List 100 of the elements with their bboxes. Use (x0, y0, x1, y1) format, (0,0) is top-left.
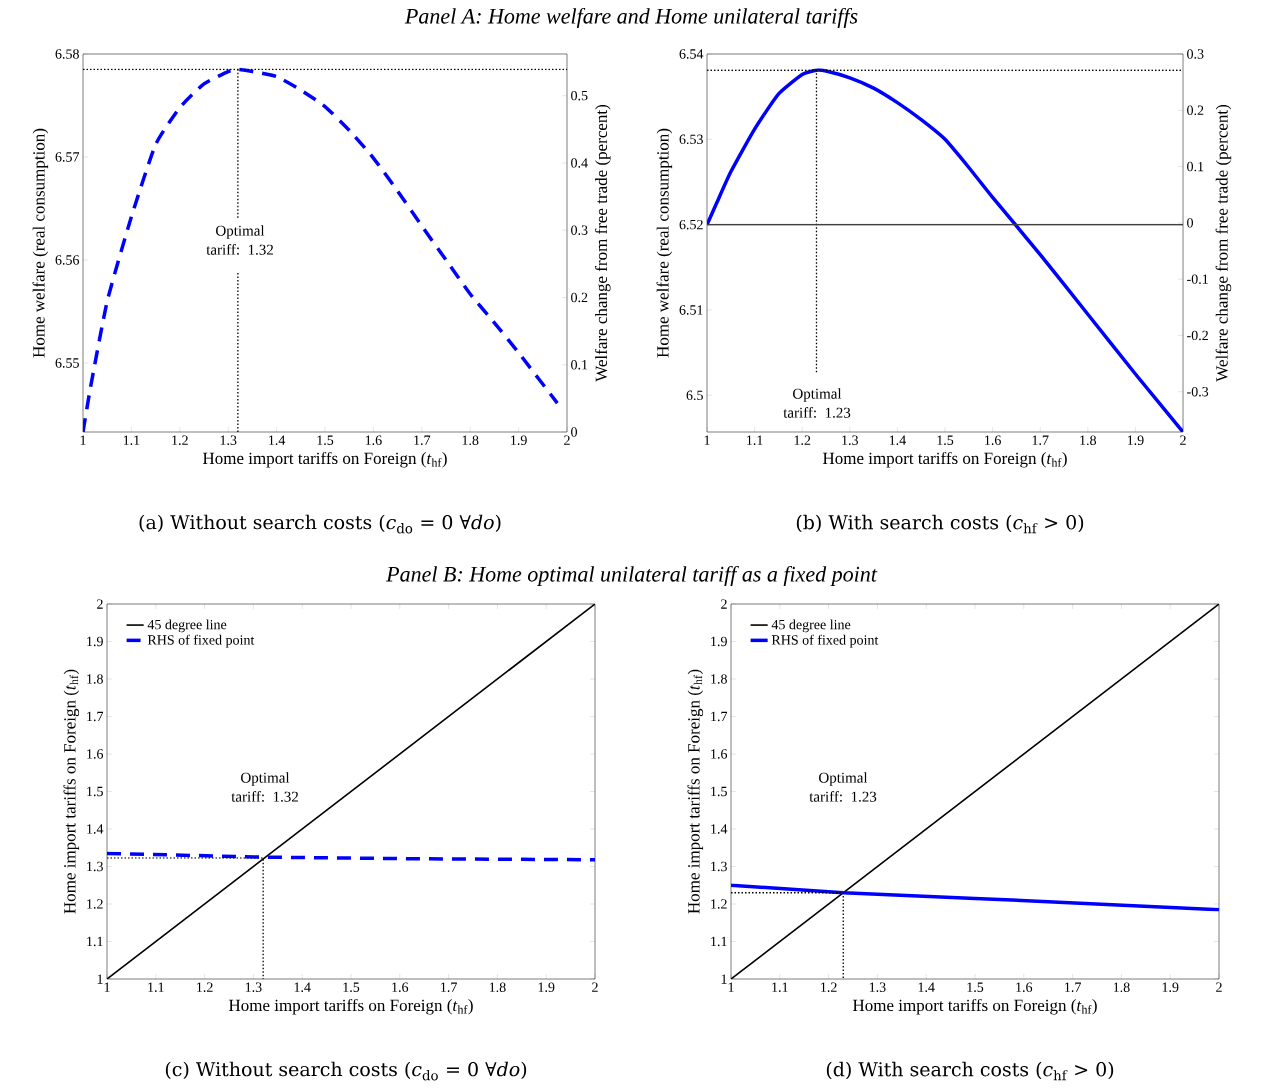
legend-label: RHS of fixed point (147, 634, 255, 648)
y-axis-title: Home welfare (real consumption) (656, 128, 673, 358)
text: Panel A: Home welfare and Home unilateral tariffs (404, 7, 858, 29)
x-tick-label: 1.5 (967, 982, 984, 992)
y-tick-label: 6.55 (55, 358, 79, 368)
y-tick-label: 6.53 (679, 134, 703, 145)
y-tick-label: 2 (97, 599, 103, 609)
x-tick-label: 1.2 (197, 982, 213, 993)
x-tick-label: 1.9 (1162, 982, 1179, 993)
y-tick-label: 6.51 (679, 305, 703, 315)
x-tick-label: 1.4 (918, 982, 935, 992)
x-axis-title: Home import tariffs on Foreign (t$_{hf}$) (202, 451, 447, 468)
x-tick-label: 1.9 (511, 435, 527, 446)
x-tick-label: 1.6 (392, 982, 409, 993)
y-tick-label: 1 (721, 974, 727, 984)
y2-tick-label: 0.1 (1187, 161, 1204, 172)
y-tick-label: 1.9 (87, 636, 103, 647)
y-tick-label: 6.56 (55, 255, 80, 265)
y2-tick-label: 0 (571, 427, 578, 437)
annotation: Optimal tariff: 1.32 (206, 225, 273, 255)
x-tick-label: 1.5 (317, 435, 334, 445)
y-tick-label: 1.9 (711, 636, 727, 647)
x-tick-label: 1.7 (1065, 982, 1081, 992)
y2-tick-label: 0.2 (1187, 105, 1204, 116)
x-tick-label: 1.1 (148, 982, 164, 992)
y-tick-label: 1.8 (711, 674, 727, 684)
x-tick-label: 1.6 (1016, 982, 1033, 993)
x-tick-label: 1.1 (123, 435, 140, 445)
y2-tick-label: 0.1 (571, 359, 588, 370)
text: (d) With search costs (c$_{hf}$ > 0) (826, 1061, 1114, 1081)
y-tick-label: 1.6 (87, 749, 104, 759)
y2-tick-label: 0.3 (1187, 49, 1204, 59)
y-tick-label: 1.3 (87, 861, 103, 872)
text: (c) Without search costs (c$_{do}$ = 0 ∀do) (165, 1061, 527, 1081)
x-tick-label: 1.7 (414, 435, 431, 445)
y2-tick-label: -0.1 (1187, 274, 1208, 284)
x-tick-label: 1.2 (172, 435, 188, 446)
x-tick-label: 1.6 (365, 435, 382, 446)
x-tick-label: 1.4 (889, 435, 906, 445)
x-tick-label: 1.9 (538, 982, 555, 993)
legend-label: 45 degree line (147, 619, 227, 633)
y-tick-label: 6.5 (686, 390, 703, 401)
x-tick-label: 1.3 (869, 982, 886, 993)
x-tick-label: 1.1 (772, 982, 788, 992)
x-tick-label: 1.2 (794, 435, 811, 446)
x-tick-label: 2 (1216, 982, 1222, 992)
y-tick-label: 6.52 (679, 219, 703, 230)
x-axis-title: Home import tariffs on Foreign (t$_{hf}$) (852, 998, 1097, 1015)
y2-tick-label: -0.3 (1187, 386, 1209, 397)
x-tick-label: 1.6 (985, 435, 1001, 446)
y-tick-label: 6.54 (679, 49, 704, 59)
y-tick-label: 1.5 (87, 786, 103, 797)
y-tick-label: 1.8 (87, 674, 103, 684)
y2-tick-label: 0.3 (571, 225, 588, 235)
x-tick-label: 1.8 (462, 435, 479, 446)
y-tick-label: 1.7 (87, 711, 104, 722)
y-tick-label: 1 (97, 974, 103, 984)
y2-axis-title: Welfare change from free trade (percent) (594, 104, 611, 382)
x-tick-label: 1.1 (747, 435, 763, 445)
y-tick-label: 1.1 (711, 936, 727, 947)
x-tick-label: 1.3 (245, 982, 262, 993)
y-tick-label: 1.5 (711, 786, 727, 797)
y2-tick-label: -0.2 (1187, 330, 1208, 341)
x-tick-label: 1.4 (294, 982, 311, 992)
x-tick-label: 1.8 (489, 982, 506, 993)
y-tick-label: 1.4 (711, 824, 728, 834)
y-tick-label: 6.57 (55, 152, 80, 162)
x-tick-label: 1.5 (343, 982, 360, 992)
y2-tick-label: 0.5 (571, 90, 588, 101)
y2-tick-label: 0 (1187, 218, 1194, 228)
y2-tick-label: 0.4 (571, 158, 588, 168)
x-tick-label: 1 (704, 435, 710, 445)
x-axis-title: Home import tariffs on Foreign (t$_{hf}$) (228, 998, 473, 1015)
legend-label: RHS of fixed point (771, 634, 879, 648)
x-tick-label: 1.3 (220, 435, 237, 446)
x-tick-label: 1.7 (441, 982, 457, 992)
y-axis-title: Home import tariffs on Foreign (t$_{hf}$) (63, 669, 80, 914)
legend-label: 45 degree line (771, 619, 851, 633)
chart-title: Panel B: Home optimal unilateral tariff as a fixed point (386, 565, 878, 587)
y-axis-title: Home import tariffs on Foreign (t$_{hf}$) (687, 669, 704, 914)
x-tick-label: 1.2 (821, 982, 837, 993)
y-tick-label: 1.4 (87, 824, 104, 834)
x-axis-title: Home import tariffs on Foreign (t$_{hf}$) (822, 451, 1067, 468)
y-tick-label: 6.58 (55, 49, 79, 59)
text: (a) Without search costs (c$_{do}$ = 0 ∀do) (139, 514, 501, 534)
x-tick-label: 2 (592, 982, 598, 992)
text: (b) With search costs (c$_{hf}$ > 0) (796, 514, 1084, 534)
x-tick-label: 2 (564, 435, 570, 445)
x-tick-label: 1.8 (1113, 982, 1130, 993)
annotation: Optimal tariff: 1.32 (231, 772, 298, 802)
x-tick-label: 1.4 (269, 435, 286, 445)
y2-tick-label: 0.2 (571, 292, 588, 303)
y-axis-title: Home welfare (real consumption) (32, 128, 49, 358)
x-tick-label: 1.8 (1080, 435, 1097, 446)
x-tick-label: 1.7 (1032, 435, 1049, 445)
x-tick-label: 1.9 (1127, 435, 1144, 446)
x-tick-label: 2 (1180, 435, 1186, 445)
y-tick-label: 2 (721, 599, 727, 609)
x-tick-label: 1.3 (842, 435, 859, 446)
y2-axis-title: Welfare change from free trade (percent) (1215, 104, 1232, 382)
